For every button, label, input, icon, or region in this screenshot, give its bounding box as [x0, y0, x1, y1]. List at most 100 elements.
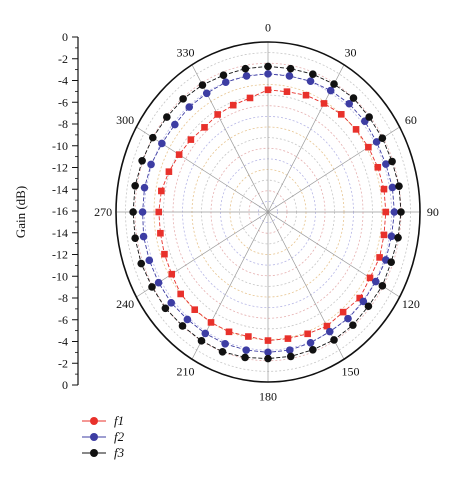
data-point [218, 347, 227, 356]
gain-tick-label: -10 [52, 269, 68, 283]
angle-tick-label: 120 [402, 297, 420, 311]
data-point [364, 302, 373, 311]
angle-tick-label: 0 [265, 21, 271, 35]
data-point [154, 278, 163, 287]
data-point [395, 182, 403, 190]
data-point [285, 72, 294, 80]
gain-tick-label: -8 [58, 291, 68, 305]
gain-tick-label: -12 [52, 161, 68, 175]
angle-tick-label: 210 [177, 365, 195, 379]
angle-tick-label: 180 [259, 389, 277, 403]
angle-tick-label: 60 [405, 113, 417, 127]
data-point [149, 133, 157, 142]
data-point [140, 183, 149, 192]
data-point [157, 229, 164, 237]
data-point [330, 336, 338, 344]
angle-tick-labels: 0 30 60 90 120 150 180 210 240 270 300 330 [94, 21, 439, 404]
data-point [161, 250, 168, 258]
data-point [286, 352, 295, 361]
gain-tick-label: -2 [58, 52, 68, 66]
data-point [309, 70, 317, 79]
data-point [380, 231, 388, 239]
data-point [197, 337, 206, 345]
data-point [165, 168, 173, 175]
gain-tick-label: -6 [58, 313, 68, 327]
data-point [201, 124, 208, 131]
data-point [378, 134, 387, 142]
data-point [302, 91, 310, 99]
data-point [246, 94, 254, 102]
data-point [219, 71, 228, 80]
data-point [380, 185, 388, 193]
gain-axis: 0 -2 -4 -6 -8 -10 -12 -14 -16 -14 -12 -10 -8 -6 -4 -2 0 [52, 30, 79, 392]
data-point [168, 270, 176, 278]
data-point [201, 329, 210, 338]
gain-tick-label: -10 [52, 139, 68, 153]
data-point [191, 306, 199, 313]
data-point [372, 138, 381, 146]
data-point [387, 258, 395, 266]
data-point [352, 126, 360, 133]
data-point [284, 335, 292, 342]
data-point [214, 111, 221, 118]
data-point [283, 88, 291, 95]
data-point [138, 156, 146, 165]
data-point [388, 183, 397, 192]
angle-tick-label: 150 [341, 365, 359, 379]
data-point [286, 64, 295, 73]
legend-item-f3: f3 [82, 445, 125, 460]
data-point [229, 101, 237, 109]
data-point [202, 89, 211, 98]
gain-tick-label: -12 [52, 248, 68, 262]
data-point [376, 254, 383, 261]
data-point [155, 208, 163, 216]
angle-tick-label: 30 [344, 45, 356, 59]
data-point [359, 297, 368, 306]
legend-label: f2 [114, 429, 125, 444]
angle-tick-label: 90 [427, 205, 439, 219]
gain-tick-label: -14 [52, 226, 68, 240]
data-point [264, 86, 272, 94]
data-point [131, 234, 139, 242]
data-point [356, 294, 363, 302]
data-point [158, 139, 166, 148]
data-point [309, 345, 317, 354]
data-point [185, 103, 194, 111]
data-point [330, 80, 338, 88]
data-point [167, 299, 176, 307]
y-axis-label: Gain (dB) [13, 186, 28, 238]
legend-item-f1: f1 [82, 413, 124, 428]
legend-marker [90, 417, 98, 425]
data-point [378, 282, 387, 290]
legend-label: f3 [114, 445, 125, 460]
data-point [371, 277, 380, 286]
data-point [337, 111, 345, 118]
series-f3 [129, 62, 405, 363]
data-point [323, 322, 331, 330]
legend-marker [90, 433, 98, 441]
series-line [158, 89, 387, 342]
data-point [306, 77, 315, 86]
data-point [179, 95, 187, 103]
data-point [339, 308, 347, 316]
data-point [148, 283, 156, 291]
data-point [264, 62, 272, 71]
data-point [145, 256, 154, 265]
gain-tick-label: -4 [58, 74, 68, 88]
data-point [178, 322, 187, 330]
series-layer [129, 62, 405, 363]
gain-tick-label: -6 [58, 95, 68, 109]
gain-tick-label: -4 [58, 335, 68, 349]
data-point [183, 315, 192, 324]
data-point [382, 208, 390, 216]
data-point [161, 304, 170, 313]
data-point [225, 328, 233, 336]
data-point [390, 208, 399, 216]
data-point [198, 81, 207, 89]
data-point [264, 348, 272, 357]
data-point [304, 330, 311, 338]
gain-tick-label: -14 [52, 182, 68, 196]
data-point [137, 259, 146, 268]
